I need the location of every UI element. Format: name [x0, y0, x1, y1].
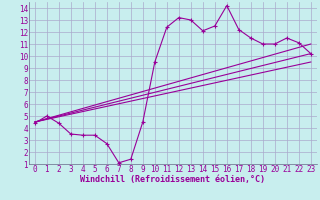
- X-axis label: Windchill (Refroidissement éolien,°C): Windchill (Refroidissement éolien,°C): [80, 175, 265, 184]
